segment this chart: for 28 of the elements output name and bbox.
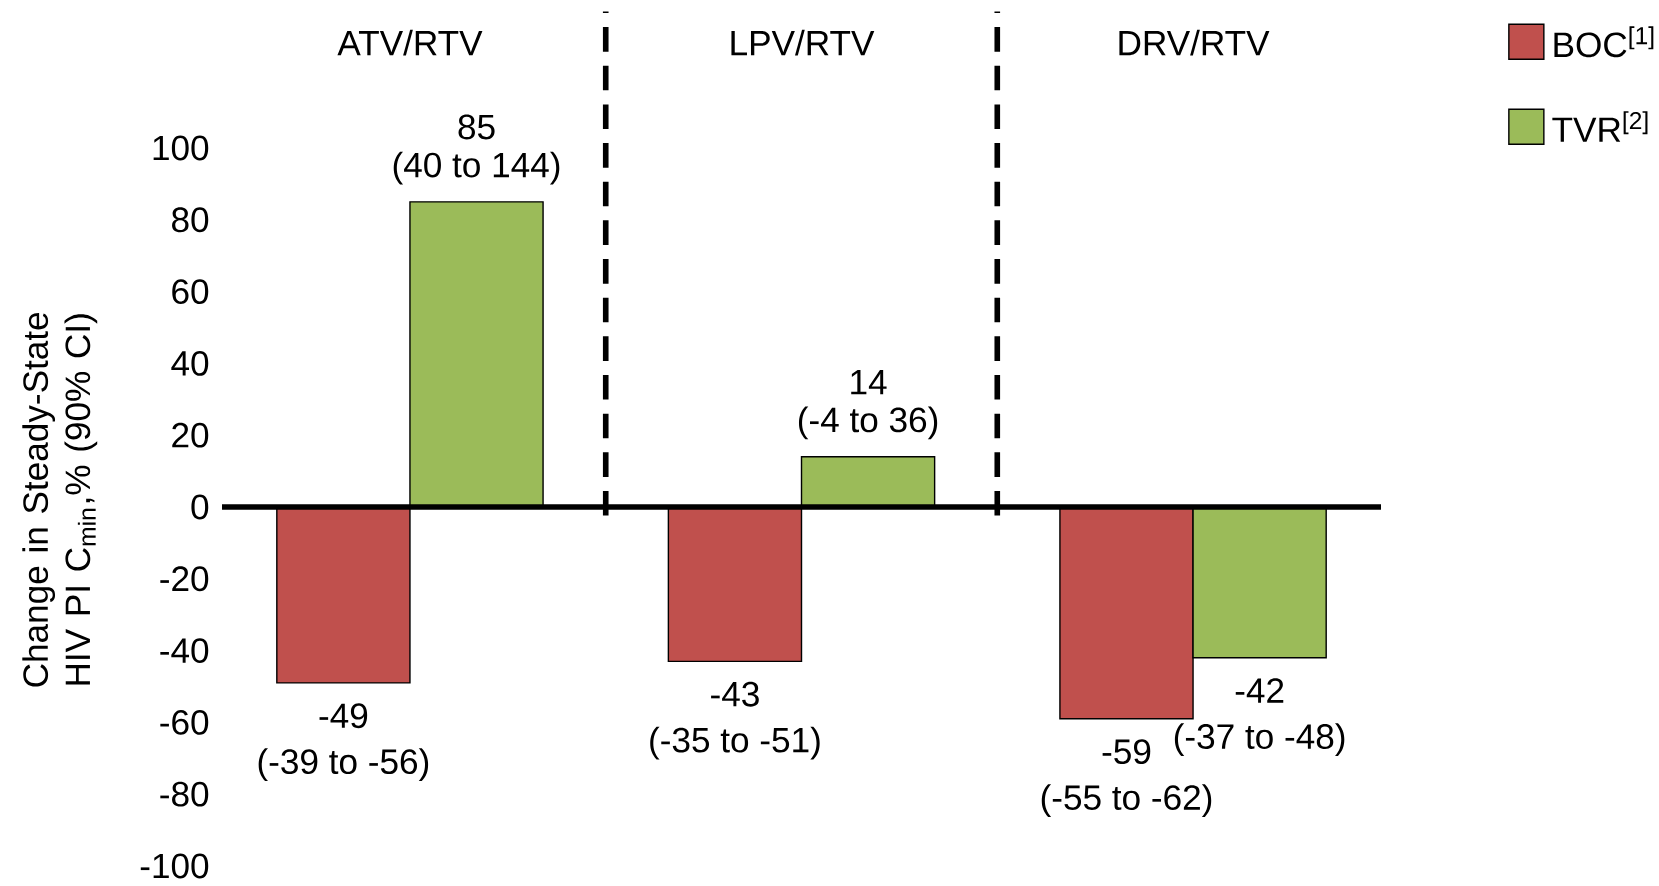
y-tick-label: 20 [172, 422, 209, 448]
x-tick-label: ATV/RTV [337, 29, 483, 56]
y-tick-label: 100 [153, 135, 209, 161]
y-tick-label: -40 [160, 638, 209, 664]
y-tick-label: -20 [160, 566, 209, 592]
annotation: (-37 to -48) [1174, 723, 1345, 756]
data-label: -49 [319, 703, 368, 729]
y-tick-label: 60 [172, 279, 209, 305]
x-tick-label: LPV/RTV [731, 29, 875, 56]
y-tick-label: -60 [160, 709, 209, 735]
data-label: 14 [851, 370, 887, 395]
annotation: (-35 to -51) [650, 726, 820, 760]
annotation: (40 to 144) [393, 151, 560, 185]
data-label: -42 [1235, 678, 1284, 703]
annotation: (-39 to -56) [258, 748, 429, 782]
y-tick-label: -80 [160, 781, 209, 807]
y-tick-label: 0 [191, 494, 209, 520]
annotation: (-4 to 36) [798, 406, 938, 440]
legend-label: BOC$^{[1]}$ [1554, 26, 1654, 58]
legend-label: TVR$^{[2]}$ [1552, 111, 1648, 142]
data-label: 85 [458, 114, 495, 140]
y-tick-label: 40 [171, 350, 209, 376]
data-label: -43 [711, 681, 759, 707]
data-label: -59 [1102, 739, 1151, 765]
x-tick-label: DRV/RTV [1119, 29, 1270, 56]
y-tick-label: -100 [140, 853, 209, 879]
annotation: (-55 to -62) [1041, 784, 1212, 817]
y-tick-label: 80 [172, 207, 209, 233]
